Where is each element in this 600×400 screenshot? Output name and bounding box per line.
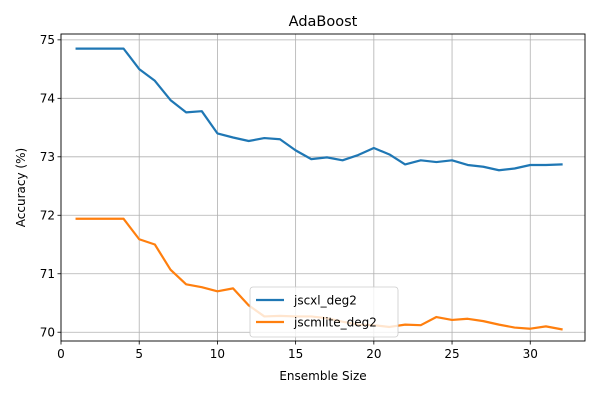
y-tick-label: 70 — [40, 326, 55, 340]
x-tick-label: 25 — [444, 347, 459, 361]
legend-box — [249, 286, 399, 338]
plot-frame — [60, 33, 586, 342]
series-line-jscxl_deg2 — [75, 47, 563, 172]
y-tick-label: 71 — [40, 267, 55, 281]
y-tick-label: 72 — [40, 209, 55, 223]
y-tick-label: 74 — [40, 92, 55, 106]
legend-entry-jscmlite_deg2: jscmlite_deg2 — [293, 315, 377, 329]
chart-title: AdaBoost — [289, 14, 358, 30]
y-tick-label: 73 — [40, 150, 55, 164]
x-tick-label: 15 — [288, 347, 303, 361]
x-tick-label: 5 — [135, 347, 143, 361]
y-tick-label: 75 — [40, 33, 55, 47]
grid — [60, 34, 585, 341]
legend: jscxl_deg2 jscmlite_deg2 — [249, 286, 399, 338]
legend-entry-jscxl_deg2: jscxl_deg2 — [293, 293, 357, 307]
y-axis-ticks: 70 71 72 73 74 75 — [40, 33, 61, 340]
x-tick-label: 10 — [210, 347, 225, 361]
x-tick-label: 0 — [57, 347, 65, 361]
x-axis-ticks: 0 5 10 15 20 25 30 — [57, 341, 538, 361]
y-axis-label: Accuracy (%) — [14, 148, 28, 227]
x-axis-label: Ensemble Size — [279, 369, 366, 383]
x-tick-label: 30 — [523, 347, 538, 361]
x-tick-label: 20 — [366, 347, 381, 361]
